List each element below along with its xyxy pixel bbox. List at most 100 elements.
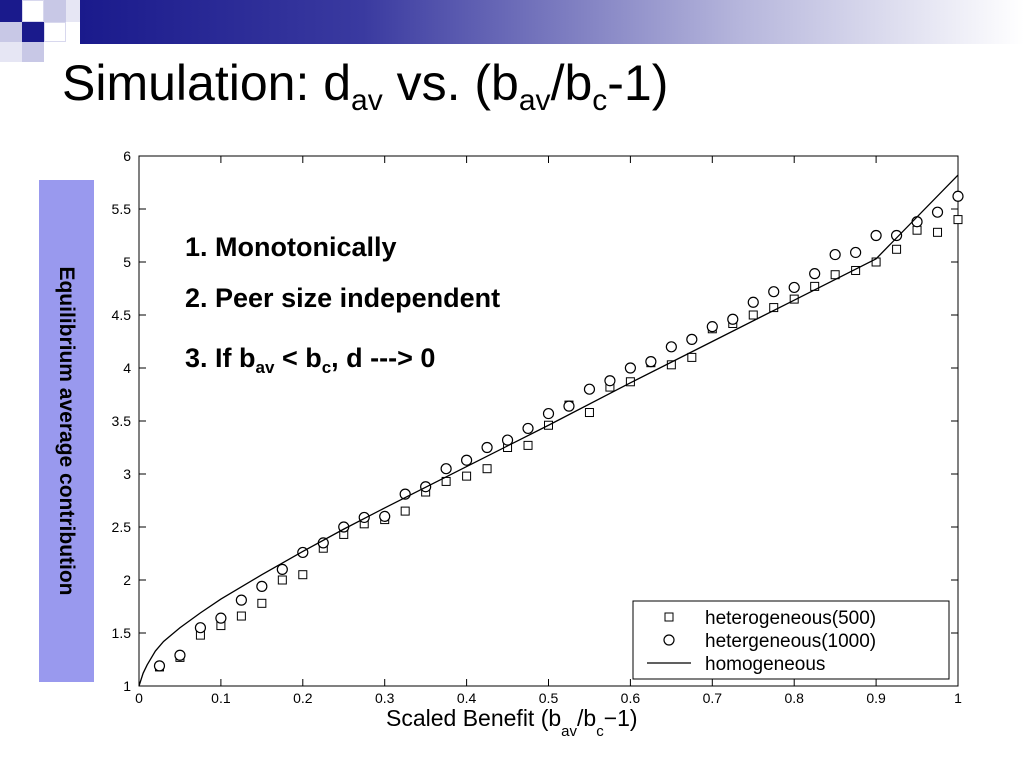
point-hetergeneous-1000 xyxy=(624,362,637,374)
legend: heterogeneous(500)hetergeneous(1000)homo… xyxy=(632,600,950,680)
point-heterogeneous-500 xyxy=(462,471,472,481)
legend-marker-square xyxy=(664,612,674,622)
deco-square xyxy=(0,42,22,62)
legend-label: homogeneous xyxy=(705,654,825,675)
point-hetergeneous-1000 xyxy=(194,622,207,634)
y-tick-label: 4.5 xyxy=(112,307,132,323)
point-heterogeneous-500 xyxy=(257,598,267,608)
point-hetergeneous-1000 xyxy=(379,510,391,523)
point-hetergeneous-1000 xyxy=(215,612,227,624)
point-hetergeneous-1000 xyxy=(542,407,555,420)
series-line-homogeneous xyxy=(138,174,959,687)
x-axis-label-part: /b xyxy=(577,705,597,731)
y-tick-label: 2 xyxy=(123,572,131,588)
y-tick-label: 5.5 xyxy=(112,201,132,217)
x-tick-label: 0.8 xyxy=(784,690,804,706)
x-tick-label: 0.7 xyxy=(703,690,723,706)
x-axis-label-part: av xyxy=(561,723,578,740)
point-hetergeneous-1000 xyxy=(747,296,759,308)
y-tick-label: 3 xyxy=(123,466,131,482)
x-tick-label: 0.5 xyxy=(539,690,559,706)
point-hetergeneous-1000 xyxy=(235,594,247,606)
note-peer-size: 2. Peer size independent xyxy=(185,283,501,313)
y-tick-label: 1.5 xyxy=(112,625,132,641)
slide-title: Simulation: dav vs. (bav/bc-1) xyxy=(62,55,669,117)
note-monotonic: 1. Monotonically xyxy=(185,232,397,262)
point-hetergeneous-1000 xyxy=(317,537,329,549)
point-hetergeneous-1000 xyxy=(870,229,882,242)
deco-square xyxy=(22,0,44,22)
point-hetergeneous-1000 xyxy=(727,313,739,325)
x-axis-label-part: −1) xyxy=(603,705,638,731)
point-hetergeneous-1000 xyxy=(952,190,964,202)
point-heterogeneous-500 xyxy=(482,464,492,474)
point-heterogeneous-500 xyxy=(523,440,533,450)
point-hetergeneous-1000 xyxy=(174,649,186,661)
point-heterogeneous-500 xyxy=(953,215,963,225)
point-hetergeneous-1000 xyxy=(931,206,944,218)
x-tick-label: 0.9 xyxy=(866,690,886,706)
note-threshold: 3. If bav < bc, d ---> 0 xyxy=(185,343,436,377)
point-hetergeneous-1000 xyxy=(604,375,616,387)
point-heterogeneous-500 xyxy=(912,225,922,235)
legend-label: hetergeneous(1000) xyxy=(705,631,876,652)
x-tick-label: 0.6 xyxy=(621,690,641,706)
point-hetergeneous-1000 xyxy=(501,434,514,446)
deco-square xyxy=(0,0,22,22)
point-heterogeneous-500 xyxy=(298,570,308,580)
point-hetergeneous-1000 xyxy=(153,660,166,672)
axes: 0 0.1 0.2 0.3 0.4 0.5 0.6 0.7 0.8 0.9 1 1 1.5 2 2.5 3 3.… xyxy=(112,148,963,706)
point-heterogeneous-500 xyxy=(400,506,410,516)
point-hetergeneous-1000 xyxy=(809,268,821,280)
deco-square xyxy=(22,42,44,62)
point-hetergeneous-1000 xyxy=(768,286,780,298)
header-decoration xyxy=(0,0,1024,64)
y-tick-label: 6 xyxy=(123,148,131,164)
point-heterogeneous-500 xyxy=(687,352,697,362)
point-hetergeneous-1000 xyxy=(583,383,596,395)
deco-square xyxy=(66,0,80,22)
deco-square xyxy=(44,22,66,42)
point-hetergeneous-1000 xyxy=(563,400,575,412)
ylabel-box xyxy=(39,180,94,682)
y-tick-label: 2.5 xyxy=(112,519,132,535)
point-hetergeneous-1000 xyxy=(850,246,862,259)
point-heterogeneous-500 xyxy=(830,270,840,280)
point-hetergeneous-1000 xyxy=(829,248,841,261)
point-hetergeneous-1000 xyxy=(256,580,268,592)
point-hetergeneous-1000 xyxy=(481,441,493,454)
point-heterogeneous-500 xyxy=(625,377,635,387)
title-band xyxy=(80,0,1024,44)
deco-square xyxy=(22,22,44,42)
point-hetergeneous-1000 xyxy=(890,229,903,242)
point-heterogeneous-500 xyxy=(769,303,779,313)
y-tick-label: 3.5 xyxy=(112,413,132,429)
legend-label: heterogeneous(500) xyxy=(705,608,876,629)
point-heterogeneous-500 xyxy=(892,244,902,254)
point-heterogeneous-500 xyxy=(584,408,594,418)
x-tick-label: 0.3 xyxy=(375,690,395,706)
x-axis-label: Scaled Benefit (bav/bc−1) xyxy=(386,705,638,740)
point-hetergeneous-1000 xyxy=(706,321,718,333)
data-marks xyxy=(138,174,964,687)
point-heterogeneous-500 xyxy=(748,310,758,320)
point-hetergeneous-1000 xyxy=(276,563,288,576)
point-hetergeneous-1000 xyxy=(911,216,923,228)
point-hetergeneous-1000 xyxy=(645,356,657,368)
point-heterogeneous-500 xyxy=(933,227,943,237)
point-heterogeneous-500 xyxy=(236,611,246,621)
point-hetergeneous-1000 xyxy=(461,454,473,466)
point-hetergeneous-1000 xyxy=(522,422,534,435)
y-tick-label: 1 xyxy=(123,678,131,694)
point-heterogeneous-500 xyxy=(277,575,287,585)
point-hetergeneous-1000 xyxy=(440,463,452,475)
x-axis-label-part: c xyxy=(596,723,604,740)
point-hetergeneous-1000 xyxy=(788,281,800,294)
legend-box xyxy=(632,600,950,680)
legend-marker-circle xyxy=(663,634,675,646)
x-tick-label: 0.1 xyxy=(211,690,231,706)
deco-square xyxy=(44,0,66,22)
x-tick-label: 0.2 xyxy=(293,690,313,706)
x-tick-label: 0 xyxy=(135,690,143,706)
